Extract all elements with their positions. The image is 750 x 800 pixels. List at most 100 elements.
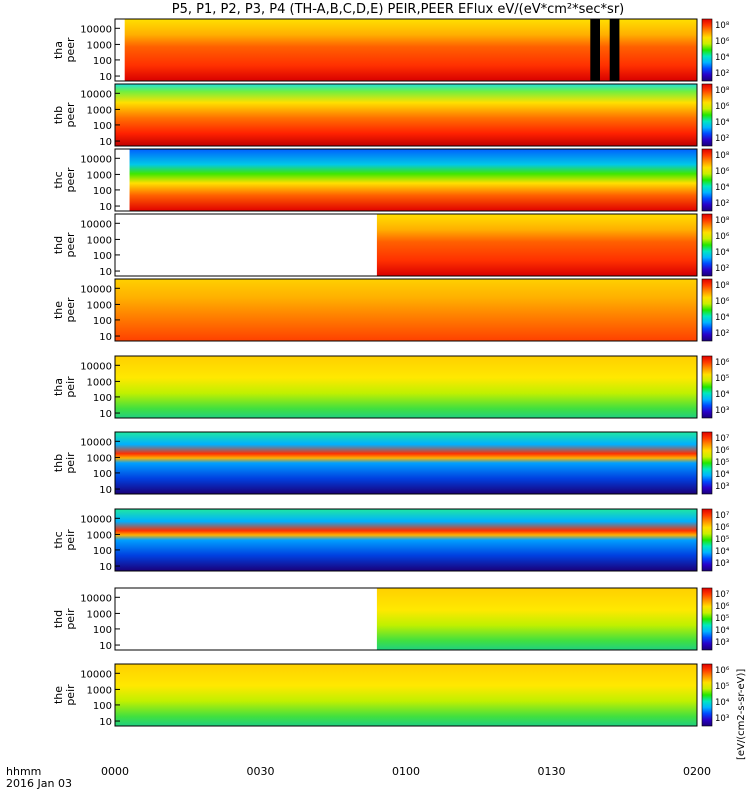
- colorbar: [701, 508, 713, 572]
- y-tick-label: 100: [93, 546, 112, 557]
- data-gap: [609, 19, 620, 81]
- colorbar-tick-label: 10³: [715, 406, 729, 416]
- colorbar-tick-label: 10⁸: [715, 21, 730, 31]
- colorbar-tick-label: 10⁴: [715, 390, 730, 400]
- panel-label-spacecraft: tha: [52, 378, 65, 396]
- spectrogram-image: [115, 432, 697, 494]
- colorbar-tick-label: 10⁶: [715, 358, 730, 368]
- y-tick-label: 1000: [87, 300, 112, 311]
- y-tick-label: 10000: [80, 89, 112, 100]
- colorbar-tick-label: 10⁵: [715, 374, 729, 384]
- colorbar-tick-label: 10⁵: [715, 682, 729, 692]
- y-tick-label: 1000: [87, 40, 112, 51]
- spectrogram-image: [115, 84, 697, 146]
- colorbar-tick-label: 10⁶: [715, 602, 730, 612]
- y-tick-label: 10000: [80, 284, 112, 295]
- panel-label-spacecraft: thb: [52, 454, 65, 472]
- plot-frame: [114, 431, 698, 495]
- y-tick-label: 10: [99, 332, 112, 343]
- x-tick-label: 0000: [101, 765, 129, 778]
- panel-label: thcpeer: [52, 167, 77, 193]
- panel-label: thapeer: [52, 37, 77, 63]
- spectrogram-image: [129, 149, 698, 211]
- y-tick-label: 10: [99, 72, 112, 83]
- panel-label: thbpeir: [52, 452, 77, 474]
- colorbar-tick-label: 10⁵: [715, 458, 729, 468]
- colorbar: [701, 83, 713, 147]
- y-tick-label: 100: [93, 56, 112, 67]
- colorbar-tick-label: 10³: [715, 559, 729, 569]
- colorbar-tick-label: 10⁴: [715, 118, 730, 128]
- y-tick-label: 10: [99, 267, 112, 278]
- colorbar-unit-label: [eV/(cm2-s-sr-eV)]: [736, 669, 747, 760]
- spectrogram-image: [376, 214, 697, 276]
- y-tick-label: 10: [99, 717, 112, 728]
- colorbar: [701, 431, 713, 495]
- colorbar-tick-label: 10⁷: [715, 590, 730, 600]
- colorbar-tick-label: 10⁴: [715, 313, 730, 323]
- plot-frame: [114, 508, 698, 572]
- panel-label-species: peir: [64, 452, 77, 474]
- colorbar-tick-label: 10⁶: [715, 446, 730, 456]
- y-tick-label: 1000: [87, 377, 112, 388]
- colorbar-tick-label: 10⁸: [715, 281, 730, 291]
- panel-label-spacecraft: tha: [52, 41, 65, 59]
- colorbar-tick-label: 10⁴: [715, 626, 730, 636]
- y-tick-label: 100: [93, 701, 112, 712]
- plot-frame: [114, 355, 698, 419]
- x-tick-label: 0100: [392, 765, 420, 778]
- panel-label-species: peir: [64, 529, 77, 551]
- plot-frame: [114, 278, 698, 342]
- y-tick-label: 10: [99, 137, 112, 148]
- plot-frame: [114, 18, 698, 82]
- plot-frame: [114, 148, 698, 212]
- panel-label-spacecraft: thc: [52, 531, 65, 548]
- panel-stack: 10100100010000thapeer10²10⁴10⁶10⁸1010010…: [52, 18, 730, 728]
- plot-frame: [114, 83, 698, 147]
- spectrogram-image: [124, 19, 697, 81]
- colorbar: [701, 663, 713, 727]
- spectrogram-image: [115, 356, 697, 418]
- panel-label-spacecraft: thb: [52, 106, 65, 124]
- colorbar-tick-label: 10⁸: [715, 216, 730, 226]
- date-label: 2016 Jan 03: [6, 777, 72, 790]
- y-tick-label: 1000: [87, 530, 112, 541]
- y-tick-label: 10: [99, 562, 112, 573]
- panel-label: thcpeir: [52, 529, 77, 551]
- y-tick-label: 100: [93, 393, 112, 404]
- colorbar: [701, 355, 713, 419]
- y-tick-label: 100: [93, 625, 112, 636]
- panel-label-spacecraft: thc: [52, 171, 65, 188]
- y-tick-label: 10000: [80, 669, 112, 680]
- colorbar-tick-label: 10³: [715, 714, 729, 724]
- colorbar: [701, 18, 713, 82]
- figure-title: P5, P1, P2, P3, P4 (TH-A,B,C,D,E) PEIR,P…: [172, 2, 625, 17]
- y-tick-label: 1000: [87, 685, 112, 696]
- y-tick-label: 1000: [87, 235, 112, 246]
- panel-label-species: peir: [64, 608, 77, 630]
- panel-label-species: peer: [64, 297, 77, 323]
- y-tick-label: 10000: [80, 361, 112, 372]
- data-gap: [590, 19, 600, 81]
- colorbar-tick-label: 10²: [715, 199, 729, 209]
- colorbar: [701, 587, 713, 651]
- colorbar-tick-label: 10⁵: [715, 614, 729, 624]
- colorbar-tick-label: 10⁴: [715, 698, 730, 708]
- y-tick-label: 10: [99, 409, 112, 420]
- colorbar-tick-label: 10²: [715, 264, 729, 274]
- x-tick-label: 0200: [683, 765, 711, 778]
- plot-frame: [114, 663, 698, 727]
- y-tick-label: 10: [99, 485, 112, 496]
- colorbar-tick-label: 10²: [715, 329, 729, 339]
- y-tick-label: 1000: [87, 170, 112, 181]
- x-axis-tick-labels: 0000 0030 0100 0130 0200: [101, 765, 711, 778]
- colorbar-tick-label: 10²: [715, 69, 729, 79]
